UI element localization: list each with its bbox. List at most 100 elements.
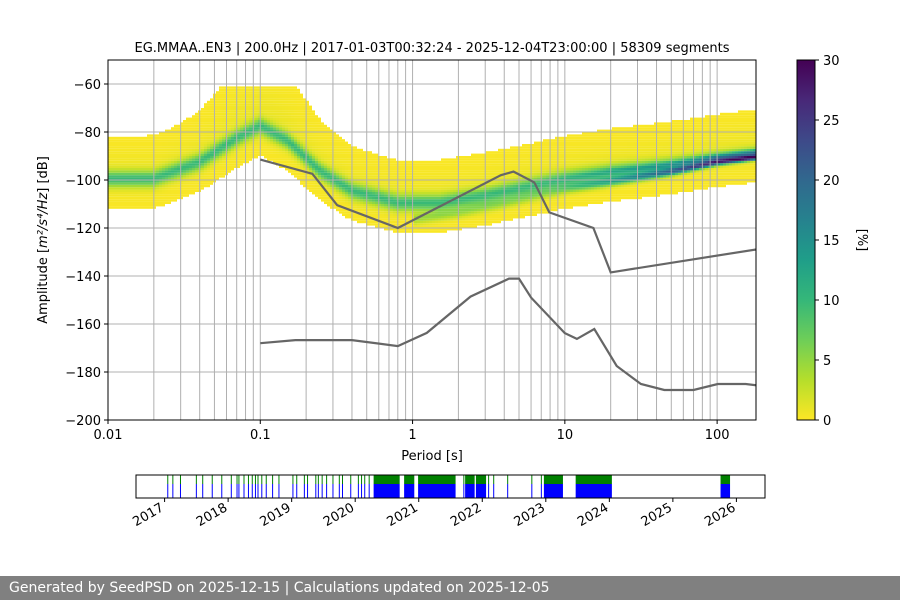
heatmap-cell — [147, 184, 150, 188]
heatmap-cell — [561, 184, 564, 188]
heatmap-cell — [390, 199, 393, 202]
heatmap-cell — [312, 192, 315, 195]
heatmap-cell — [183, 141, 186, 144]
heatmap-cell — [318, 163, 321, 166]
heatmap-cell — [204, 141, 207, 144]
heatmap-cell — [567, 189, 570, 192]
heatmap-cell — [537, 201, 540, 204]
heatmap-cell — [579, 144, 582, 147]
heatmap-cell — [267, 151, 270, 154]
heatmap-cell — [456, 204, 459, 207]
heatmap-cell — [270, 115, 273, 118]
heatmap-cell — [132, 192, 135, 195]
heatmap-cell — [390, 228, 393, 231]
heatmap-cell — [162, 141, 165, 144]
heatmap-cell — [354, 189, 357, 192]
heatmap-cell — [303, 103, 306, 106]
heatmap-cell — [423, 192, 426, 195]
heatmap-cell — [210, 175, 213, 178]
heatmap-cell — [381, 206, 384, 209]
heatmap-cell — [219, 151, 222, 154]
heatmap-cell — [381, 189, 384, 192]
heatmap-cell — [570, 156, 573, 159]
heatmap-cell — [501, 184, 504, 188]
heatmap-cell — [558, 196, 561, 200]
heatmap-cell — [183, 187, 186, 190]
heatmap-cell — [453, 165, 456, 168]
heatmap-cell — [450, 206, 453, 209]
heatmap-cell — [456, 189, 459, 192]
heatmap-cell — [300, 100, 303, 104]
heatmap-cell — [159, 180, 162, 183]
heatmap-cell — [468, 180, 471, 183]
heatmap-cell — [306, 165, 309, 168]
heatmap-cell — [489, 213, 492, 216]
heatmap-cell — [489, 216, 492, 219]
heatmap-cell — [441, 228, 444, 231]
heatmap-cell — [564, 146, 567, 149]
heatmap-cell — [132, 189, 135, 192]
heatmap-cell — [342, 170, 345, 173]
heatmap-cell — [249, 110, 252, 113]
heatmap-cell — [297, 88, 300, 92]
heatmap-cell — [441, 182, 444, 185]
heatmap-cell — [429, 182, 432, 185]
heatmap-cell — [531, 211, 534, 214]
heatmap-cell — [390, 220, 393, 224]
heatmap-cell — [498, 151, 501, 154]
heatmap-cell — [132, 168, 135, 171]
heatmap-cell — [288, 144, 291, 147]
heatmap-cell — [273, 105, 276, 108]
heatmap-cell — [168, 199, 171, 202]
heatmap-cell — [558, 165, 561, 168]
heatmap-cell — [513, 206, 516, 209]
heatmap-cell — [180, 122, 183, 125]
heatmap-cell — [489, 168, 492, 171]
heatmap-cell — [126, 141, 129, 144]
heatmap-cell — [522, 165, 525, 168]
heatmap-cell — [405, 206, 408, 209]
heatmap-cell — [366, 163, 369, 166]
heatmap-cell — [495, 170, 498, 173]
heatmap-cell — [486, 163, 489, 166]
heatmap-cell — [165, 177, 168, 180]
heatmap-cell — [201, 134, 204, 137]
heatmap-cell — [207, 165, 210, 168]
heatmap-cell — [450, 172, 453, 176]
heatmap-cell — [399, 196, 402, 200]
heatmap-cell — [120, 160, 123, 164]
heatmap-cell — [372, 158, 375, 161]
heatmap-cell — [333, 151, 336, 154]
heatmap-cell — [165, 146, 168, 149]
heatmap-cell — [282, 88, 285, 92]
heatmap-cell — [486, 206, 489, 209]
heatmap-cell — [441, 175, 444, 178]
heatmap-cell — [492, 189, 495, 192]
heatmap-cell — [300, 117, 303, 120]
heatmap-cell — [111, 182, 114, 185]
heatmap-cell — [558, 148, 561, 152]
heatmap-cell — [174, 156, 177, 159]
heatmap-cell — [474, 199, 477, 202]
heatmap-cell — [405, 199, 408, 202]
heatmap-cell — [135, 141, 138, 144]
heatmap-cell — [369, 192, 372, 195]
heatmap-cell — [231, 115, 234, 118]
heatmap-cell — [378, 175, 381, 178]
heatmap-cell — [543, 211, 546, 214]
heatmap-cell — [270, 136, 273, 140]
heatmap-cell — [261, 115, 264, 118]
heatmap-cell — [555, 153, 558, 156]
heatmap-cell — [222, 146, 225, 149]
heatmap-cell — [477, 218, 480, 221]
heatmap-cell — [444, 163, 447, 166]
heatmap-cell — [366, 180, 369, 183]
heatmap-cell — [117, 170, 120, 173]
heatmap-cell — [534, 163, 537, 166]
heatmap-cell — [372, 223, 375, 226]
heatmap-cell — [324, 175, 327, 178]
heatmap-cell — [513, 158, 516, 161]
heatmap-cell — [420, 196, 423, 200]
heatmap-cell — [273, 93, 276, 96]
heatmap-cell — [573, 139, 576, 142]
